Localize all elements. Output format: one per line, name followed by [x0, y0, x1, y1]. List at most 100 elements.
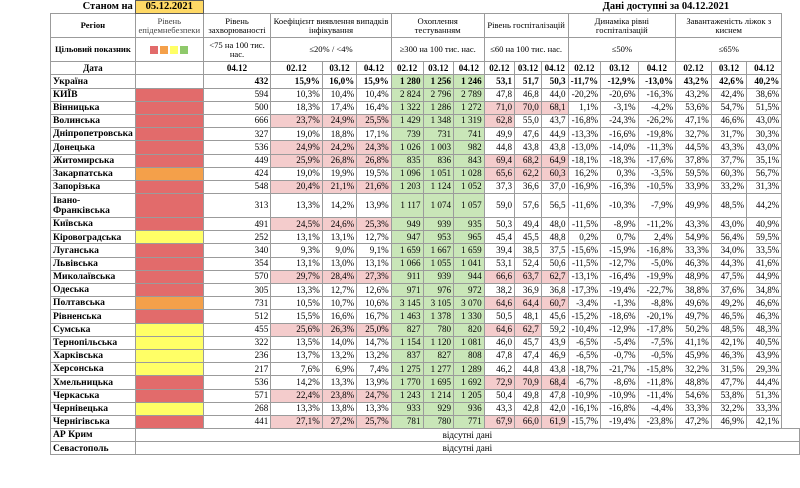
- region-row: Сумська 455 25,6% 26,3% 25,0% 827 780 820 64,6 62…: [50, 322, 800, 337]
- beds-cell: 54,6%: [675, 388, 712, 403]
- hosp-cell: 55,0: [514, 113, 542, 129]
- dynamics-cell: -13,3%: [567, 127, 602, 142]
- region-row: Вінницька 500 18,3% 17,4% 16,4% 1 322 1 286 1 2…: [50, 100, 800, 115]
- epi-level-cell: [134, 348, 204, 364]
- date-cell: 02.12: [270, 61, 323, 76]
- hosp-cell: 48,0: [540, 217, 569, 232]
- beds-cell: 32,7%: [675, 127, 712, 142]
- testing-cell: 1 096: [390, 166, 424, 181]
- testing-cell: 1 378: [422, 309, 455, 324]
- beds-cell: 33,3%: [746, 401, 783, 416]
- testing-cell: 1 243: [390, 388, 424, 403]
- testing-cell: 3 070: [453, 296, 485, 311]
- beds-cell: 42,4%: [710, 87, 748, 102]
- date-cell: 04.12: [540, 61, 569, 76]
- beds-cell: 47,1%: [675, 113, 712, 129]
- detection-cell: 26,8%: [321, 153, 358, 168]
- hosp-cell: 60,7: [540, 296, 569, 311]
- hosp-cell: 62,7: [514, 322, 542, 337]
- dynamics-cell: -16,1%: [567, 401, 602, 416]
- testing-cell: 843: [453, 153, 485, 168]
- detection-target: ≤20% / <4%: [270, 37, 392, 63]
- dynamics-cell: -15,6%: [567, 243, 602, 258]
- incidence-cell: 424: [202, 166, 272, 181]
- hosp-cell: 36,9: [514, 282, 542, 298]
- detection-cell: 16,4%: [356, 100, 392, 115]
- dynamics-cell: -17,3%: [567, 282, 602, 298]
- region-name: Івано-Франківська: [50, 193, 136, 219]
- date-cell: 04.12: [637, 61, 677, 76]
- testing-cell: 1 117: [390, 193, 424, 219]
- detection-cell: 13,3%: [356, 401, 392, 416]
- hosp-cell: 66,6: [483, 269, 516, 285]
- region-name: Чернівецька: [50, 401, 136, 416]
- testing-cell: 1 052: [453, 179, 485, 195]
- detection-cell: 26,8%: [356, 153, 392, 168]
- detection-cell: 27,2%: [321, 414, 358, 430]
- detection-cell: 24,2%: [321, 140, 358, 155]
- hosp-cell: 46,0: [483, 335, 516, 350]
- epi-level-cell: [134, 269, 204, 285]
- detection-cell: 18,3%: [270, 100, 323, 115]
- region-name: Хмельницька: [50, 375, 136, 390]
- epi-level-cell: [134, 322, 204, 337]
- hosp-cell: 44,8: [483, 140, 516, 155]
- testing-cell: 2 796: [422, 87, 455, 102]
- epi-level-cell: [134, 375, 204, 390]
- hosp-cell: 45,6: [540, 309, 569, 324]
- detection-cell: 16,0%: [321, 74, 358, 89]
- region-name: АР Крим: [50, 428, 136, 443]
- epi-level-cell: [134, 179, 204, 195]
- epi-level-cell: [134, 74, 204, 89]
- testing-cell: 1 026: [390, 140, 424, 155]
- hosp-cell: 60,3: [540, 166, 569, 181]
- beds-cell: 37,7%: [710, 153, 748, 168]
- beds-cell: 43,3%: [710, 140, 748, 155]
- dynamics-header: Динаміка рівні госпіталізацій: [567, 13, 677, 39]
- dynamics-cell: -23,8%: [637, 414, 677, 430]
- region-header: Регіон: [50, 13, 136, 39]
- beds-cell: 43,0%: [746, 113, 783, 129]
- hosp-cell: 64,6: [483, 296, 516, 311]
- incidence-cell: 268: [202, 401, 272, 416]
- dynamics-cell: -22,7%: [637, 282, 677, 298]
- dynamics-cell: -11,8%: [637, 375, 677, 390]
- hosp-cell: 46,9: [540, 348, 569, 364]
- hosp-cell: 46,2: [483, 362, 516, 377]
- beds-cell: 49,9%: [675, 193, 712, 219]
- detection-cell: 15,9%: [270, 74, 323, 89]
- beds-cell: 43,3%: [675, 217, 712, 232]
- dynamics-cell: -16,3%: [637, 87, 677, 102]
- beds-cell: 50,2%: [675, 322, 712, 337]
- legend-swatch: [180, 46, 189, 55]
- hosp-cell: 62,8: [483, 113, 516, 129]
- hosp-cell: 43,8: [514, 140, 542, 155]
- region-row: Тернопільська 322 13,5% 14,0% 14,7% 1 154 1 12…: [50, 335, 800, 350]
- epi-level-cell: [134, 256, 204, 271]
- beds-cell: 33,3%: [675, 401, 712, 416]
- detection-cell: 6,9%: [321, 362, 358, 377]
- region-row: Кіровоградська 252 13,1% 13,1% 12,7% 947 953 96…: [50, 230, 800, 245]
- hosp-cell: 50,5: [483, 309, 516, 324]
- region-name: Харківська: [50, 348, 136, 364]
- detection-cell: 13,0%: [321, 256, 358, 271]
- region-row: КИЇВ 594 10,3% 10,4% 10,4% 2 824 2 796 2 789 47,…: [50, 87, 800, 102]
- detection-cell: 23,7%: [270, 113, 323, 129]
- testing-cell: 965: [453, 230, 485, 245]
- detection-cell: 24,5%: [270, 217, 323, 232]
- testing-cell: 1 695: [422, 375, 455, 390]
- beds-cell: 46,3%: [675, 256, 712, 271]
- testing-cell: 1 120: [422, 335, 455, 350]
- date-cell: 03.12: [600, 61, 639, 76]
- testing-cell: 1 066: [390, 256, 424, 271]
- testing-cell: 3 105: [422, 296, 455, 311]
- beds-cell: 32,2%: [675, 362, 712, 377]
- testing-cell: 837: [390, 348, 424, 364]
- hosp-cell: 67,9: [483, 414, 516, 430]
- detection-cell: 7,6%: [270, 362, 323, 377]
- beds-cell: 40,5%: [746, 335, 783, 350]
- testing-cell: 1 286: [422, 100, 455, 115]
- incidence-cell: 217: [202, 362, 272, 377]
- ukraine-total-row: Україна 432 15,9% 16,0% 15,9% 1 280 1 25…: [50, 74, 800, 89]
- hosp-cell: 43,3: [483, 401, 516, 416]
